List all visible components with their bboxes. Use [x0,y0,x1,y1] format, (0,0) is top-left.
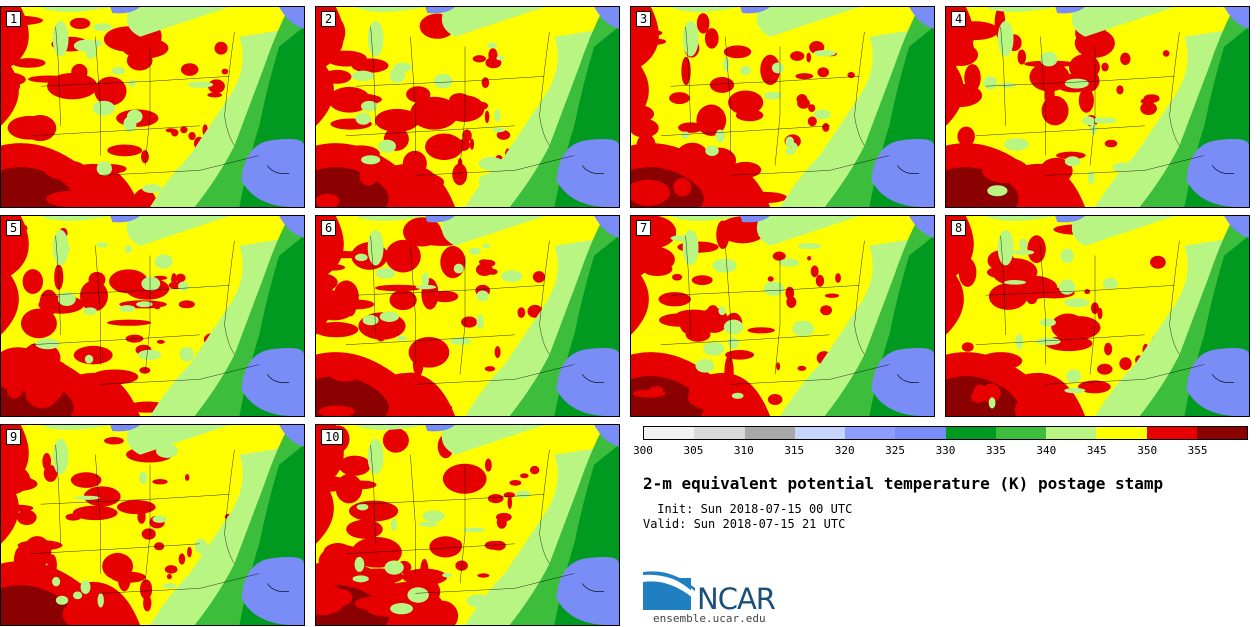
colorbar-tick-label: 320 [834,444,855,457]
member-number-label: 8 [951,220,967,236]
colorbar-tick-label: 340 [1036,444,1057,457]
colorbar-segment [895,427,946,439]
colorbar-segment [794,427,845,439]
colorbar-segment [694,427,745,439]
colorbar-segment [1046,427,1097,439]
colorbar-tick-label: 325 [885,444,906,457]
member-panel: 7 [630,215,935,417]
member-panel: 2 [315,6,620,208]
colorbar-segment [1146,427,1197,439]
colorbar-tick-label: 335 [985,444,1006,457]
colorbar-tick-label: 310 [733,444,754,457]
member-panel: 3 [630,6,935,208]
member-panel: 6 [315,215,620,417]
colorbar-tick-label: 315 [784,444,805,457]
member-number-label: 4 [951,11,967,27]
theta-e-map [946,7,1249,207]
theta-e-map [1,216,304,416]
member-number-label: 10 [321,429,344,445]
colorbar-segment [945,427,996,439]
theta-e-map [631,216,934,416]
colorbar-segment [995,427,1046,439]
member-number-label: 5 [6,220,22,236]
member-panel: 5 [0,215,305,417]
member-panel: 10 [315,424,620,626]
member-number-label: 7 [636,220,652,236]
colorbar-ticks: 300 305 310 315 320 325 330 335 340 345 350 355 [633,444,1248,458]
colorbar-tick-label: 330 [935,444,956,457]
colorbar [643,426,1248,440]
member-panel: 4 [945,6,1250,208]
colorbar-tick-label: 355 [1187,444,1208,457]
colorbar-tick-label: 350 [1137,444,1158,457]
colorbar-segment [1096,427,1147,439]
member-number-label: 6 [321,220,337,236]
init-time: Init: Sun 2018-07-15 00 UTC [650,502,853,516]
member-panel: 1 [0,6,305,208]
theta-e-map [316,216,619,416]
theta-e-map [316,7,619,207]
colorbar-segment [1196,427,1247,439]
member-number-label: 1 [6,11,22,27]
colorbar-tick-label: 345 [1086,444,1107,457]
member-number-label: 2 [321,11,337,27]
theta-e-map [1,7,304,207]
theta-e-map [1,425,304,625]
theta-e-map [316,425,619,625]
colorbar-segment [644,427,695,439]
theta-e-map [631,7,934,207]
member-number-label: 9 [6,429,22,445]
figure-title: 2-m equivalent potential temperature (K)… [643,474,1164,493]
colorbar-tick-label: 300 [633,444,653,457]
theta-e-map [946,216,1249,416]
member-number-label: 3 [636,11,652,27]
member-panel: 9 [0,424,305,626]
colorbar-tick-label: 305 [683,444,704,457]
colorbar-segment [845,427,896,439]
valid-time: Valid: Sun 2018-07-15 21 UTC [643,517,846,531]
member-panel: 8 [945,215,1250,417]
ncar-logo-icon [643,571,695,610]
website-link[interactable]: ensemble.ucar.edu [653,612,766,625]
logo-wordmark: NCAR [697,582,776,616]
colorbar-segment [744,427,795,439]
